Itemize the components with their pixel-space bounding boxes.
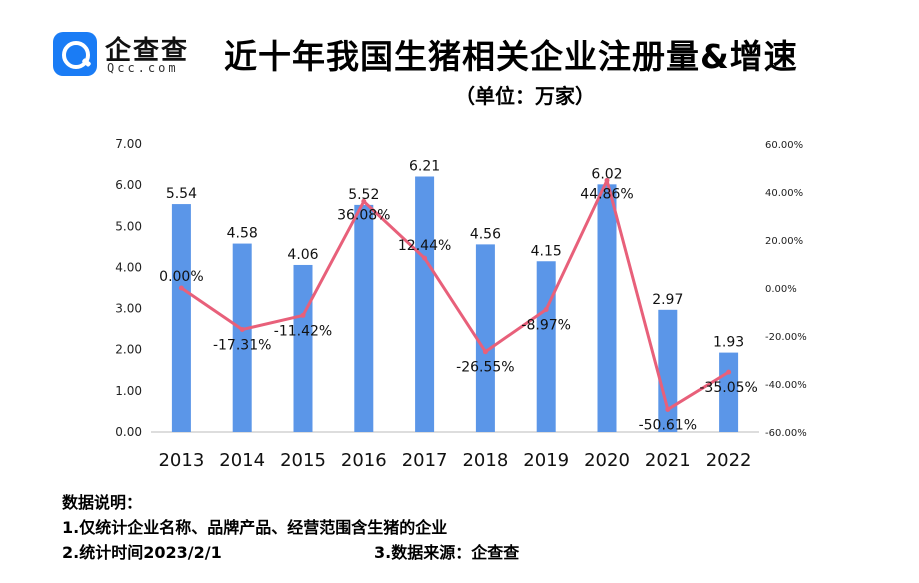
y-left-tick-label: 2.00 [115, 343, 142, 357]
y-left-tick-label: 0.00 [115, 425, 142, 439]
logo-name-cn: 企查查 [105, 36, 190, 66]
y-right-tick-label: 20.00% [765, 236, 803, 247]
y-right-tick-label: -20.00% [765, 332, 807, 343]
y-left-tick-label: 1.00 [115, 384, 142, 398]
y-left-tick-label: 6.00 [115, 178, 142, 192]
x-tick-label: 2013 [158, 450, 204, 471]
bar-data-label: 6.02 [591, 166, 622, 182]
bar-data-label: 4.06 [287, 247, 318, 263]
qcc-logo: 企查查 Qcc.com [53, 32, 213, 76]
growth-rate-point [665, 406, 671, 412]
bar [597, 184, 617, 432]
line-data-label: -8.97% [521, 318, 571, 334]
x-tick-label: 2019 [523, 450, 569, 471]
line-data-label: -11.42% [274, 323, 332, 339]
bar-data-label: 1.93 [713, 335, 744, 351]
notes-source: 3.数据来源：企查查 [374, 543, 520, 562]
line-data-label: -26.55% [456, 360, 514, 376]
line-data-label: 0.00% [159, 269, 203, 285]
y-left-tick-label: 5.00 [115, 219, 142, 233]
y-right-tick-label: -60.00% [765, 428, 807, 439]
x-tick-label: 2017 [402, 450, 448, 471]
bar [171, 204, 191, 432]
growth-rate-point [604, 177, 610, 183]
bar-data-label: 5.54 [166, 186, 197, 202]
bar [232, 243, 252, 432]
logo-name-en: Qcc.com [107, 61, 179, 75]
bar-data-label: 4.56 [470, 226, 501, 242]
line-data-label: -17.31% [213, 338, 271, 354]
x-tick-label: 2018 [462, 450, 508, 471]
line-data-label: 36.08% [337, 207, 390, 223]
growth-rate-point [300, 312, 306, 318]
y-left-tick-label: 3.00 [115, 302, 142, 316]
y-left-tick-label: 4.00 [115, 260, 142, 274]
bar-data-label: 4.15 [531, 243, 562, 259]
growth-rate-point [239, 327, 245, 333]
y-left-tick-label: 7.00 [115, 137, 142, 151]
bar-data-label: 4.58 [227, 226, 258, 242]
data-notes: 数据说明： 1.仅统计企业名称、品牌产品、经营范围含生猪的企业 2.统计时间20… [62, 490, 519, 565]
x-tick-label: 2021 [645, 450, 691, 471]
y-right-tick-label: 60.00% [765, 140, 803, 151]
line-data-label: 12.44% [398, 238, 451, 254]
bar [719, 352, 739, 432]
chart-subtitle: （单位：万家） [455, 84, 595, 108]
bar-data-label: 2.97 [652, 292, 683, 308]
y-right-tick-label: 40.00% [765, 188, 803, 199]
x-tick-label: 2022 [706, 450, 752, 471]
growth-rate-point [422, 255, 428, 261]
x-tick-label: 2016 [341, 450, 387, 471]
growth-rate-point [726, 369, 732, 375]
bar [415, 176, 435, 432]
chart-title: 近十年我国生猪相关企业注册量&增速 [224, 37, 798, 76]
growth-rate-line [180, 178, 730, 411]
magnifier-logo-icon [53, 32, 97, 76]
bar [293, 264, 313, 432]
bar [354, 204, 374, 432]
bar [536, 261, 556, 432]
growth-rate-point [178, 285, 184, 291]
growth-rate-point [482, 349, 488, 355]
line-data-label: 44.86% [580, 186, 633, 202]
bar-data-label: 6.21 [409, 159, 440, 175]
y-right-tick-label: 0.00% [765, 284, 797, 295]
notes-line-2: 2.统计时间2023/2/1 [62, 543, 222, 562]
notes-line-1: 1.仅统计企业名称、品牌产品、经营范围含生猪的企业 [62, 518, 448, 537]
notes-heading: 数据说明： [62, 493, 143, 512]
x-tick-label: 2014 [219, 450, 265, 471]
line-data-label: -35.05% [699, 380, 757, 396]
bar [475, 244, 495, 432]
y-right-tick-label: -40.00% [765, 380, 807, 391]
growth-rate-point [361, 198, 367, 204]
line-data-label: -50.61% [639, 417, 697, 433]
growth-rate-point [543, 307, 549, 313]
x-tick-label: 2020 [584, 450, 630, 471]
bar [658, 309, 678, 432]
x-tick-label: 2015 [280, 450, 326, 471]
bar-data-label: 5.52 [348, 187, 379, 203]
